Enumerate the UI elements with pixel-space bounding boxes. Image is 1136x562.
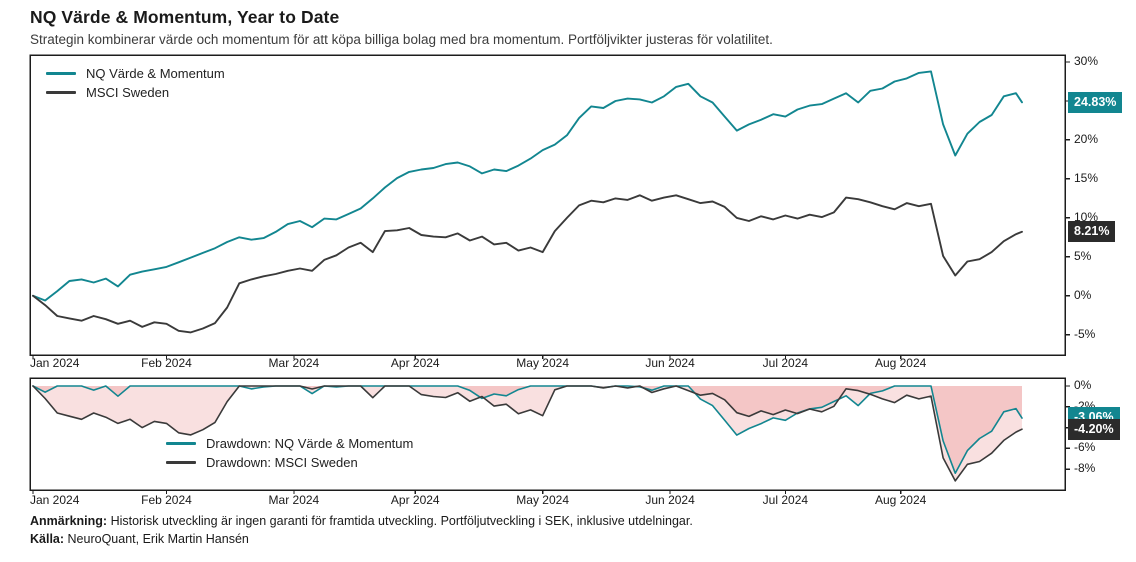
footnote-source: Källa: NeuroQuant, Erik Martin Hansén xyxy=(30,532,249,546)
footnote-disclaimer: Anmärkning: Historisk utveckling är inge… xyxy=(30,514,693,528)
legend-item-nq: NQ Värde & Momentum xyxy=(46,66,225,81)
ytick-label: 0% xyxy=(1074,378,1092,392)
value-badge: 8.21% xyxy=(1068,221,1116,243)
return-line-nq xyxy=(32,70,1023,302)
footnote-disclaimer-label: Anmärkning: xyxy=(30,514,108,528)
xtick-label: Aug 2024 xyxy=(874,493,927,507)
xtick-label: Apr 2024 xyxy=(390,493,440,507)
legend-swatch-nq-line xyxy=(46,72,76,75)
ytick-label: -5% xyxy=(1074,326,1096,341)
xtick-label: Mar 2024 xyxy=(268,356,320,370)
panel-border-1 xyxy=(29,54,1066,356)
legend-swatch-msci-line xyxy=(46,91,76,94)
xtick-label: Jan 2024 xyxy=(30,356,80,370)
ytick-label: 20% xyxy=(1074,131,1099,146)
legend-label-dd-msci: Drawdown: MSCI Sweden xyxy=(206,455,358,470)
xtick-label: May 2024 xyxy=(516,356,570,370)
ytick-label: -8% xyxy=(1074,461,1096,476)
drawdown-line-msci xyxy=(32,385,1023,482)
xtick-label: Feb 2024 xyxy=(141,356,192,370)
drawdown-fill-nq xyxy=(33,386,1022,474)
value-badge: -4.20% xyxy=(1068,419,1120,441)
legend-label-nq: NQ Värde & Momentum xyxy=(86,66,225,81)
ytick-label: 10% xyxy=(1074,209,1099,224)
xtick-label: Jul 2024 xyxy=(762,493,809,507)
legend-drawdown: Drawdown: NQ Värde & Momentum Drawdown: … xyxy=(166,436,413,470)
xtick-label: Apr 2024 xyxy=(390,356,440,370)
legend-main: NQ Värde & Momentum MSCI Sweden xyxy=(46,66,225,100)
ytick-label: -6% xyxy=(1074,440,1096,455)
legend-swatch-dd-msci-line xyxy=(166,461,196,464)
legend-item-dd-msci: Drawdown: MSCI Sweden xyxy=(166,455,413,470)
return-line-msci xyxy=(32,194,1023,334)
ytick-label: 5% xyxy=(1074,248,1092,263)
xtick-label: Feb 2024 xyxy=(141,493,192,507)
footnote-source-label: Källa: xyxy=(30,532,65,546)
ytick-label: 30% xyxy=(1074,54,1099,68)
xtick-label: Jun 2024 xyxy=(645,356,695,370)
ytick-label: 0% xyxy=(1074,287,1092,302)
drawdown-fill-msci xyxy=(33,386,1022,481)
page-title: NQ Värde & Momentum, Year to Date xyxy=(30,7,340,27)
xtick-label: Jan 2024 xyxy=(30,493,80,507)
legend-label-dd-nq: Drawdown: NQ Värde & Momentum xyxy=(206,436,414,451)
xtick-label: Jul 2024 xyxy=(762,356,809,370)
value-badge: 24.83% xyxy=(1068,91,1123,113)
xtick-label: Aug 2024 xyxy=(874,356,927,370)
xtick-label: Jun 2024 xyxy=(645,493,695,507)
legend-item-dd-nq: Drawdown: NQ Värde & Momentum xyxy=(166,436,413,451)
panel-border-2 xyxy=(29,377,1066,491)
xtick-label: May 2024 xyxy=(516,493,570,507)
legend-item-msci: MSCI Sweden xyxy=(46,85,225,100)
chart-subtitle: Strategin kombinerar värde och momentum … xyxy=(30,32,773,47)
drawdown-line-nq xyxy=(32,385,1023,474)
legend-swatch-dd-nq-line xyxy=(166,442,196,445)
legend-label-msci: MSCI Sweden xyxy=(86,85,170,100)
footnote-source-text: NeuroQuant, Erik Martin Hansén xyxy=(67,532,249,546)
ytick-label: 15% xyxy=(1074,170,1099,185)
footnote-disclaimer-text: Historisk utveckling är ingen garanti fö… xyxy=(110,514,693,528)
xtick-label: Mar 2024 xyxy=(268,493,320,507)
